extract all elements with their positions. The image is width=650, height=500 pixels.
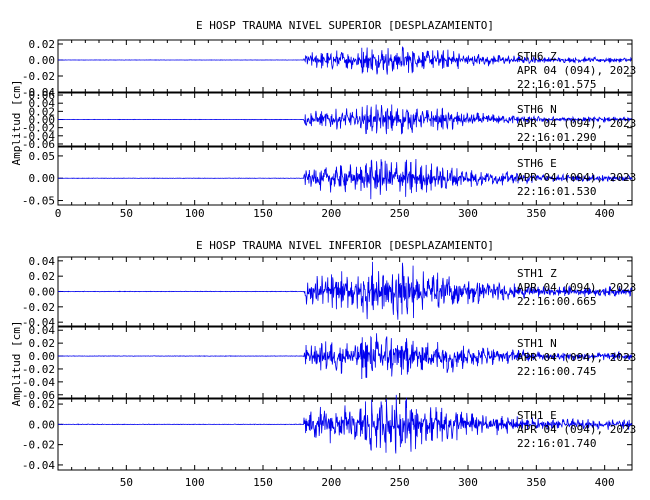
y-tick-label: 0.02 <box>29 105 56 118</box>
x-tick-label: 0 <box>55 207 62 220</box>
y-tick-label: 0.05 <box>29 150 56 163</box>
x-tick-label: 400 <box>595 476 615 489</box>
chart-group-1: E HOSP TRAUMA NIVEL SUPERIOR [DESPLAZAMI… <box>10 19 636 220</box>
y-tick-label: 0.02 <box>29 398 56 411</box>
trace-sth1-n <box>57 333 633 380</box>
y-tick-label: -0.06 <box>22 389 55 402</box>
y-tick-label: 0.00 <box>29 172 56 185</box>
y-tick-label: -0.02 <box>22 70 55 83</box>
time-label: 22:16:00.745 <box>517 365 596 378</box>
y-tick-label: -0.02 <box>22 301 55 314</box>
station-label: STH6 E <box>517 157 557 170</box>
y-tick-label: 0.04 <box>29 255 56 268</box>
date-label: APR 04 (094), 2023 <box>517 117 636 130</box>
y-tick-label: 0.00 <box>29 114 56 127</box>
x-tick-label: 150 <box>253 207 273 220</box>
y-tick-label: -0.04 <box>22 86 55 99</box>
y-tick-label: -0.02 <box>22 363 55 376</box>
x-tick-label: 300 <box>458 476 478 489</box>
y-tick-label: -0.04 <box>22 316 55 329</box>
y-axis-label: Amplitud [cm] <box>10 320 23 406</box>
x-tick-label: 200 <box>321 207 341 220</box>
station-label: STH1 N <box>517 337 557 350</box>
chart-title: E HOSP TRAUMA NIVEL SUPERIOR [DESPLAZAMI… <box>196 19 494 32</box>
y-tick-label: -0.04 <box>22 459 55 472</box>
date-label: APR 04 (094), 2023 <box>517 171 636 184</box>
x-tick-label: 50 <box>120 207 133 220</box>
trace-sth6-e <box>57 158 633 200</box>
y-tick-label: 0.00 <box>29 350 56 363</box>
x-tick-label: 100 <box>185 476 205 489</box>
y-tick-label: -0.02 <box>22 122 55 135</box>
station-label: STH6 N <box>517 103 557 116</box>
y-tick-label: 0.02 <box>29 38 56 51</box>
date-label: APR 04 (094), 2023 <box>517 351 636 364</box>
time-label: 22:16:01.740 <box>517 437 596 450</box>
station-label: STH1 E <box>517 409 557 422</box>
time-label: 22:16:01.530 <box>517 185 596 198</box>
y-tick-label: -0.05 <box>22 195 55 208</box>
x-tick-label: 150 <box>253 476 273 489</box>
x-tick-label: 350 <box>526 476 546 489</box>
chart-title: E HOSP TRAUMA NIVEL INFERIOR [DESPLAZAMI… <box>196 239 494 252</box>
x-tick-label: 250 <box>390 476 410 489</box>
trace-sth6-z <box>57 46 633 75</box>
y-tick-label: 0.00 <box>29 54 56 67</box>
y-tick-label: 0.00 <box>29 418 56 431</box>
trace-sth1-z <box>57 261 633 320</box>
station-label: STH6 Z <box>517 50 557 63</box>
x-tick-label: 200 <box>321 476 341 489</box>
x-tick-label: 100 <box>185 207 205 220</box>
trace-sth6-n <box>57 104 633 135</box>
time-label: 22:16:01.575 <box>517 78 596 91</box>
y-tick-label: 0.06 <box>29 89 56 102</box>
y-axis-label: Amplitud [cm] <box>10 79 23 165</box>
y-tick-label: -0.04 <box>22 130 55 143</box>
date-label: APR 04 (094), 2023 <box>517 281 636 294</box>
y-tick-label: 0.02 <box>29 270 56 283</box>
time-label: 22:16:01.290 <box>517 131 596 144</box>
y-tick-label: 0.04 <box>29 324 56 337</box>
time-label: 22:16:00.665 <box>517 295 596 308</box>
y-tick-label: 0.02 <box>29 337 56 350</box>
y-tick-label: -0.06 <box>22 138 55 151</box>
station-label: STH1 Z <box>517 267 557 280</box>
x-tick-label: 50 <box>120 476 133 489</box>
y-tick-label: -0.02 <box>22 439 55 452</box>
trace-sth1-e <box>57 394 633 454</box>
date-label: APR 04 (094), 2023 <box>517 64 636 77</box>
y-tick-label: 0.00 <box>29 286 56 299</box>
date-label: APR 04 (094), 2023 <box>517 423 636 436</box>
x-tick-label: 300 <box>458 207 478 220</box>
x-tick-label: 350 <box>526 207 546 220</box>
y-tick-label: 0.04 <box>29 97 56 110</box>
y-tick-label: -0.04 <box>22 376 55 389</box>
x-tick-label: 400 <box>595 207 615 220</box>
chart-group-2: E HOSP TRAUMA NIVEL INFERIOR [DESPLAZAMI… <box>10 239 636 489</box>
x-tick-label: 250 <box>390 207 410 220</box>
